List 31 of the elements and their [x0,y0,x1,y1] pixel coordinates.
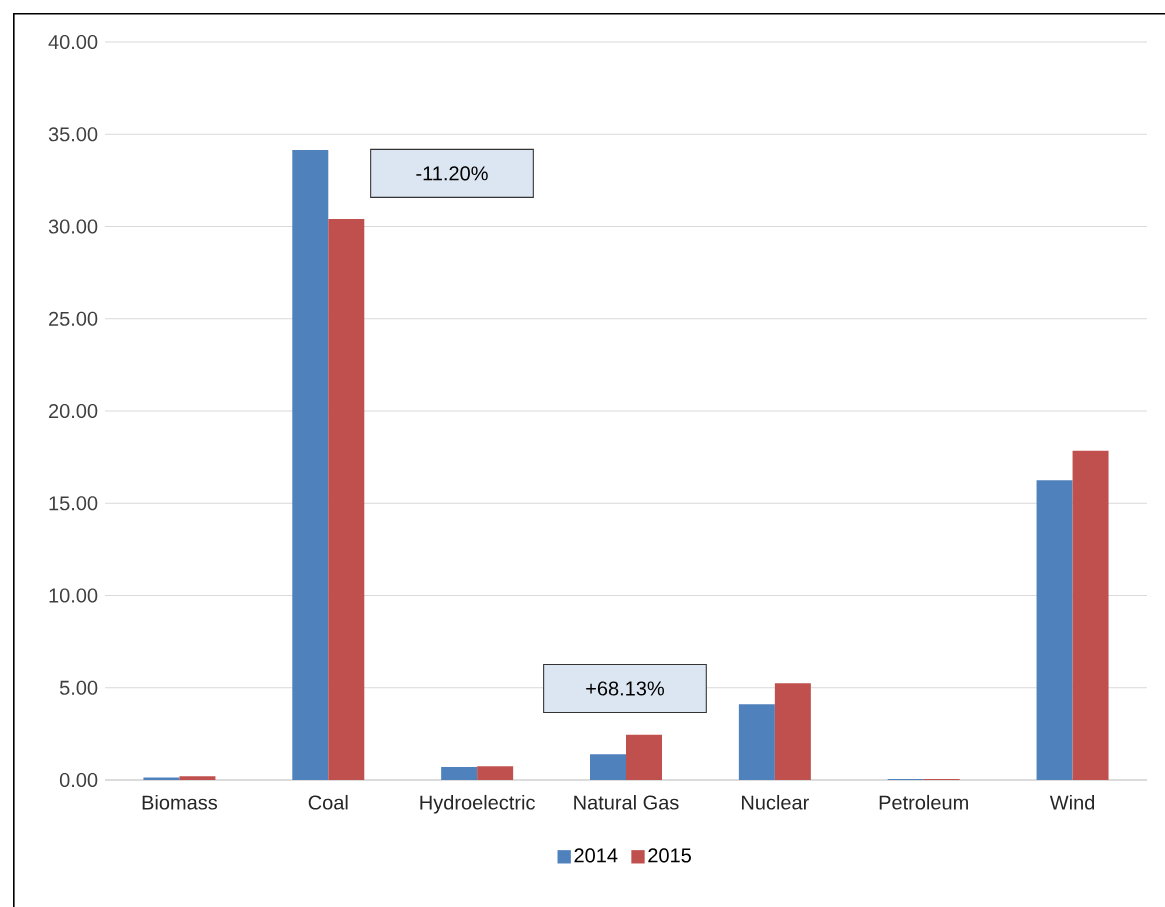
bar [1036,480,1073,780]
x-tick-label: Biomass [142,794,218,810]
y-tick-label: 15.00 [49,496,98,511]
y-tick-label: 5.00 [59,680,98,695]
bar [441,767,478,780]
bar [590,754,626,780]
x-tick-label: Natural Gas [574,794,679,810]
bar [179,776,216,780]
y-tick-label: 35.00 [48,127,98,142]
bar [738,704,775,780]
legend-label: 2014 [574,848,618,863]
bar [328,219,365,780]
annotation: -11.20% [416,166,488,181]
legend-label: 2015 [648,848,691,863]
bar [292,149,329,780]
x-tick-label: Petroleum [879,794,968,810]
x-tick-label: Hydroelectric [420,794,535,814]
x-tick-label: Nuclear [742,794,809,810]
x-tick-label: Wind [1049,794,1095,810]
x-tick-label: Coal [308,794,348,810]
y-tick-label: 20.00 [49,403,98,419]
y-tick-label: 0.00 [59,772,98,788]
bar [626,734,662,780]
bar [774,683,811,780]
y-tick-label: 30.00 [48,219,98,234]
y-tick-label: 25.00 [49,311,98,326]
y-tick-label: 40.00 [48,34,98,50]
bar [477,766,514,780]
bar [1072,450,1109,780]
annotation: +68.13% [586,681,664,696]
y-tick-label: 10.00 [49,588,98,603]
